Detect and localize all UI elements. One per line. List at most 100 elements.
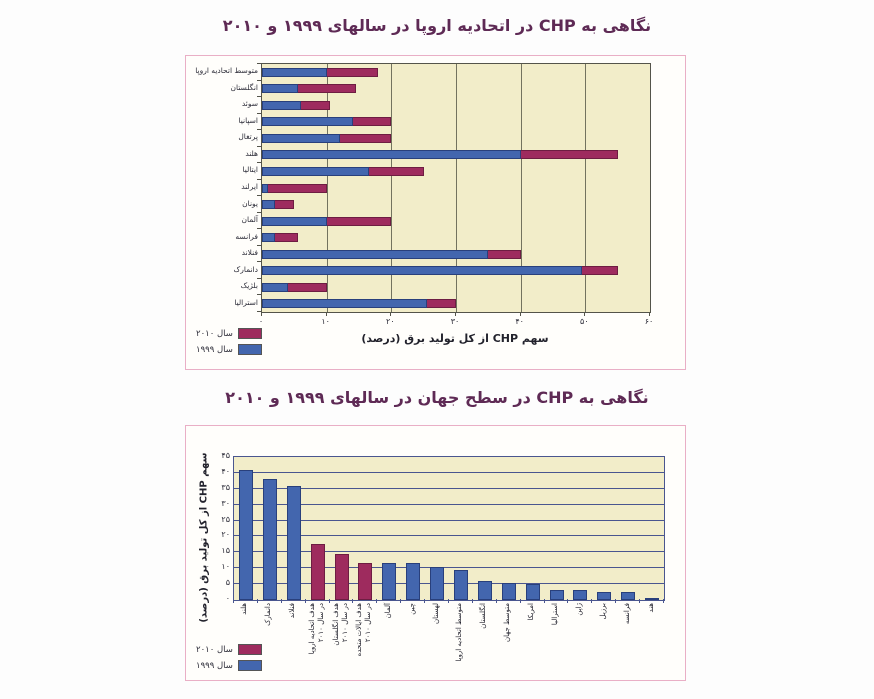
y-axis-tick bbox=[257, 294, 261, 296]
world-bar bbox=[453, 569, 468, 600]
world-bar bbox=[310, 544, 325, 600]
x-tick-label: ۰ bbox=[258, 317, 264, 326]
bar-1999 bbox=[262, 200, 275, 210]
x-tick bbox=[233, 599, 234, 603]
y-tick-label: ۱۰ bbox=[221, 562, 230, 572]
world-bar bbox=[525, 584, 540, 600]
bar-2010 bbox=[326, 67, 379, 77]
world-bar bbox=[621, 592, 636, 600]
bar-1999 bbox=[262, 216, 327, 226]
country-label: بلژیک bbox=[240, 281, 258, 291]
country-label: دانمارک bbox=[233, 264, 258, 274]
world-legend: سال ۲۰۱۰ سال ۱۹۹۹ bbox=[196, 644, 262, 676]
world-x-label: آلمان bbox=[383, 603, 392, 619]
grid-line bbox=[326, 64, 328, 312]
world-x-label: لهستان bbox=[431, 603, 440, 624]
country-label: پرتغال bbox=[238, 132, 258, 142]
y-axis-tick bbox=[257, 178, 261, 180]
legend-row-2010: سال ۲۰۱۰ bbox=[196, 644, 262, 655]
world-bar bbox=[334, 553, 349, 600]
country-label: متوسط اتحادیه اروپا bbox=[195, 66, 258, 76]
x-tick-label: ۶۰ bbox=[644, 317, 654, 326]
y-axis-tick bbox=[257, 145, 261, 147]
world-bar bbox=[549, 590, 564, 600]
world-bar bbox=[406, 563, 421, 600]
y-tick-label: ۴۵ bbox=[221, 451, 230, 460]
x-tick bbox=[390, 312, 392, 316]
x-tick bbox=[567, 599, 569, 603]
bar-1999 bbox=[262, 249, 489, 259]
x-tick bbox=[400, 599, 402, 603]
x-tick bbox=[615, 599, 617, 603]
bar-1999 bbox=[262, 100, 301, 110]
x-tick-label: ۵۰ bbox=[580, 317, 589, 326]
eu-chart-title: نگاهی به CHP در اتحادیه اروپا در سالهای … bbox=[222, 16, 652, 35]
x-tick bbox=[352, 599, 354, 603]
grid-line bbox=[234, 551, 664, 553]
x-tick bbox=[424, 599, 426, 603]
y-tick-label: ۲۰ bbox=[221, 530, 230, 540]
y-axis-tick bbox=[257, 96, 261, 98]
world-x-label: چین bbox=[407, 603, 416, 615]
eu-legend: سال ۲۰۱۰ سال ۱۹۹۹ bbox=[196, 328, 262, 360]
world-x-label: هند bbox=[646, 603, 655, 613]
bar-2010 bbox=[300, 100, 330, 110]
grid-line bbox=[234, 471, 664, 473]
world-x-label: هدف انگلستان در سال ۲۰۱۰ bbox=[331, 603, 349, 646]
x-tick bbox=[543, 599, 545, 603]
y-axis-tick bbox=[257, 162, 261, 164]
x-tick bbox=[261, 312, 262, 316]
y-tick-label: ۰ bbox=[225, 594, 230, 603]
bar-2010 bbox=[268, 183, 327, 193]
world-x-label: امریکا bbox=[527, 603, 536, 621]
legend-row-2010: سال ۲۰۱۰ bbox=[196, 328, 262, 339]
world-chart-title: نگاهی به CHP در سطح جهان در سالهای ۱۹۹۹ … bbox=[225, 388, 649, 407]
legend-2010-swatch bbox=[237, 644, 262, 655]
x-tick bbox=[455, 312, 456, 316]
country-label: آلمان bbox=[241, 215, 259, 225]
world-bar bbox=[477, 580, 492, 600]
world-bar bbox=[382, 563, 397, 600]
x-tick-label: ۳۰ bbox=[450, 317, 460, 326]
world-x-label: برزیل bbox=[598, 603, 607, 620]
world-x-label: ژاپن bbox=[574, 603, 583, 616]
y-tick-label: ۱۵ bbox=[221, 546, 230, 556]
bar-1999 bbox=[262, 233, 275, 243]
x-tick-label: ۴۰ bbox=[515, 317, 524, 326]
world-x-label: انگلستان bbox=[479, 603, 488, 629]
legend-2010-label: سال ۲۰۱۰ bbox=[196, 644, 233, 655]
world-bar bbox=[262, 479, 277, 600]
x-tick bbox=[304, 599, 306, 603]
world-bar bbox=[286, 485, 301, 600]
world-x-label: هدف اتحادیه اروپا در سال ۲۰۱۰ bbox=[307, 603, 325, 655]
country-label: اسپانیا bbox=[238, 115, 258, 125]
x-tick-label: ۲۰ bbox=[386, 317, 395, 326]
world-chart-plot bbox=[233, 456, 665, 601]
y-tick-label: ۴۰ bbox=[221, 466, 230, 476]
bar-2010 bbox=[274, 200, 295, 210]
y-axis-tick bbox=[257, 311, 261, 312]
grid-line bbox=[234, 535, 664, 537]
bar-2010 bbox=[274, 233, 298, 243]
y-axis-tick bbox=[257, 112, 261, 114]
country-label: انگلستان bbox=[230, 82, 258, 92]
legend-row-1999: سال ۱۹۹۹ bbox=[196, 660, 262, 671]
grid-line bbox=[585, 64, 587, 312]
country-label: فرانسه bbox=[235, 231, 258, 241]
x-tick bbox=[448, 599, 449, 603]
y-axis-tick bbox=[257, 244, 261, 246]
world-x-label: متوسط جهان bbox=[503, 603, 512, 643]
world-bar bbox=[573, 590, 588, 600]
x-tick bbox=[649, 312, 650, 316]
y-axis-tick bbox=[257, 261, 261, 263]
x-tick bbox=[519, 599, 521, 603]
y-tick-label: ۳۵ bbox=[221, 482, 230, 492]
country-label: ایرلند bbox=[241, 182, 258, 191]
legend-2010-label: سال ۲۰۱۰ bbox=[196, 328, 233, 339]
grid-line bbox=[234, 503, 664, 505]
country-label: ایتالیا bbox=[242, 165, 258, 175]
bar-2010 bbox=[326, 216, 392, 226]
legend-2010-swatch bbox=[237, 328, 262, 339]
y-axis-tick bbox=[257, 277, 261, 279]
